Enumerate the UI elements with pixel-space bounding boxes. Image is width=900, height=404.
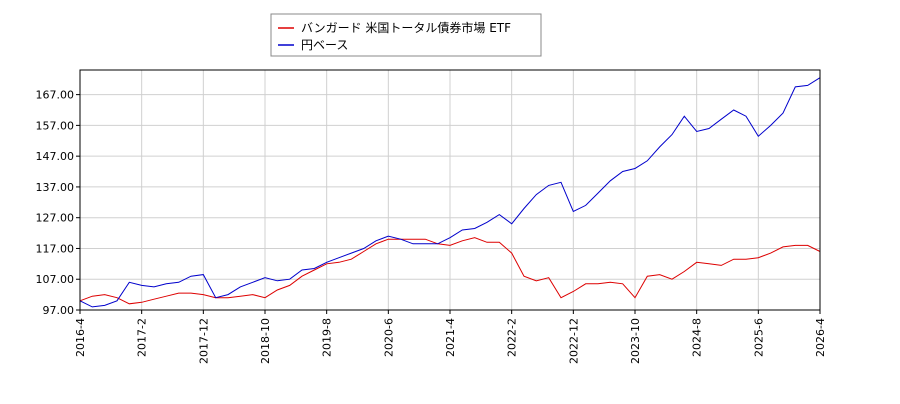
x-tick-label: 2021-4 [444, 318, 457, 357]
series-line [79, 237, 821, 305]
x-tick-label: 2018-10 [259, 318, 272, 364]
y-tick-label: 137.00 [36, 181, 75, 194]
y-tick-label: 127.00 [36, 212, 75, 225]
legend-label: 円ベース [301, 38, 348, 52]
x-tick-label: 2022-12 [567, 318, 580, 364]
legend-label: バンガード 米国トータル債券市場 ETF [301, 20, 511, 35]
series-line [79, 77, 821, 308]
x-tick-label: 2023-10 [629, 318, 642, 364]
plot-frame [79, 69, 821, 311]
y-tick-label: 157.00 [36, 119, 75, 132]
y-tick-label: 97.00 [43, 304, 75, 317]
x-tick-label: 2022-2 [506, 318, 519, 357]
legend: バンガード 米国トータル債券市場 ETF 円ベース [270, 13, 542, 57]
x-tick-label: 2020-6 [382, 318, 395, 357]
y-tick-label: 167.00 [36, 89, 75, 102]
x-tick-label: 2017-2 [136, 318, 149, 357]
plot-area: 97.00 107.00 117.00 127.00 137.00 147.00 157.0… [36, 70, 827, 364]
x-tick-label: 2024-8 [691, 318, 704, 357]
x-tick-label: 2017-12 [197, 318, 210, 364]
y-tick-label: 117.00 [36, 242, 75, 255]
x-tick-label: 2025-6 [752, 318, 765, 357]
x-tick-label: 2026-4 [814, 318, 827, 357]
x-tick-label: 2019-8 [321, 318, 334, 357]
y-tick-label: 147.00 [36, 150, 75, 163]
y-tick-label: 107.00 [36, 273, 75, 286]
x-tick-label: 2016-4 [74, 318, 87, 357]
legend-box [270, 13, 542, 57]
